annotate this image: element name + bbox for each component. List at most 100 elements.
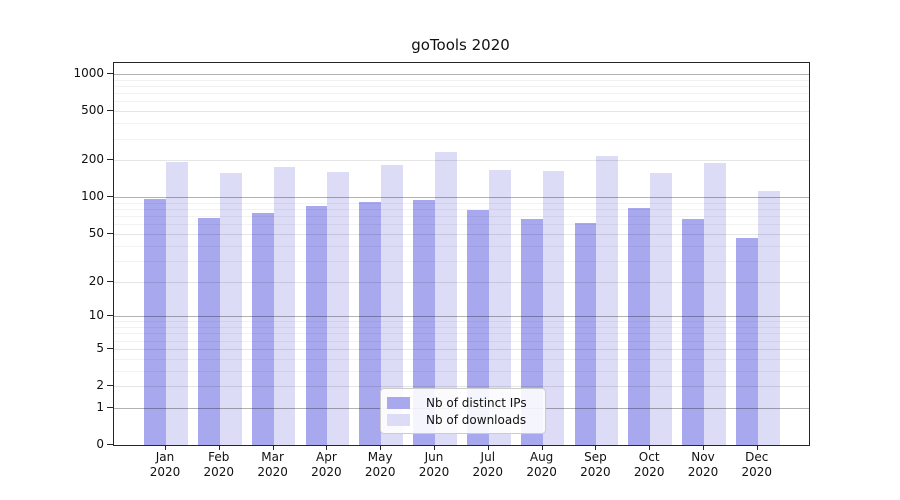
gridline: [114, 321, 809, 323]
gridline: [114, 138, 809, 140]
y-tick-label: 50: [88, 225, 104, 240]
y-tick-mark: [107, 347, 113, 349]
y-tick-label: 500: [81, 103, 104, 118]
gridline: [114, 245, 809, 247]
bar-downloads: [542, 170, 565, 445]
legend-swatch: [387, 396, 410, 409]
y-tick-label: 20: [88, 273, 104, 288]
bar-downloads: [273, 167, 296, 445]
bar-distinct-ips: [305, 206, 328, 445]
gridline: [114, 209, 809, 210]
legend-swatch: [387, 413, 410, 426]
gridline: [114, 281, 809, 283]
y-tick-mark: [107, 159, 113, 161]
x-tick-label: Sep 2020: [580, 450, 611, 479]
y-tick-label: 5: [96, 340, 104, 355]
gridline: [114, 202, 809, 204]
gridline: [114, 79, 809, 81]
plot-area: [113, 62, 810, 446]
bar-downloads: [435, 152, 457, 445]
gridline: [114, 101, 809, 103]
bar-downloads: [327, 171, 350, 445]
x-tick-label: Nov 2020: [687, 450, 719, 479]
gridline: [114, 233, 809, 235]
bar-downloads: [219, 173, 242, 445]
gridline: [114, 358, 809, 360]
gridline: [114, 160, 809, 162]
x-tick-mark: [595, 446, 597, 450]
x-tick-mark: [218, 446, 220, 450]
gridline: [114, 224, 809, 226]
x-tick-mark: [541, 446, 543, 450]
gridline: [114, 86, 809, 87]
x-tick-label: Dec 2020: [741, 450, 773, 479]
bar-downloads: [757, 191, 780, 445]
x-tick-label: Mar 2020: [257, 450, 288, 479]
legend-label: Nb of downloads: [426, 412, 527, 427]
bar-distinct-ips: [682, 219, 704, 445]
legend-item-distinct-ips: Nb of distinct IPs: [387, 396, 537, 410]
y-tick-label: 10: [88, 308, 104, 323]
y-tick-mark: [107, 232, 113, 234]
gridline: [114, 333, 809, 335]
bar-downloads: [166, 162, 188, 445]
bar-distinct-ips: [359, 202, 382, 445]
x-tick-mark: [434, 446, 435, 450]
y-tick-mark: [107, 444, 113, 445]
y-tick-label: 100: [81, 189, 104, 204]
x-tick-label: Apr 2020: [311, 450, 342, 479]
x-tick-label: Jul 2020: [472, 450, 504, 479]
y-tick-mark: [107, 385, 113, 386]
x-tick-label: Aug 2020: [526, 450, 557, 479]
x-tick-mark: [326, 446, 328, 450]
gridline: [114, 340, 809, 342]
bar-distinct-ips: [413, 199, 435, 445]
x-tick-mark: [272, 446, 274, 450]
gridline: [114, 123, 809, 125]
x-tick-mark: [649, 446, 651, 450]
bar-distinct-ips: [144, 198, 166, 445]
gridline: [114, 260, 809, 262]
bar-distinct-ips: [467, 210, 489, 445]
y-tick-mark: [107, 280, 113, 282]
x-tick-label: Oct 2020: [633, 450, 665, 479]
gridline: [114, 111, 809, 113]
x-tick-mark: [756, 446, 758, 450]
bar-downloads: [704, 163, 726, 445]
y-tick-mark: [107, 110, 113, 112]
bar-downloads: [650, 172, 672, 445]
x-tick-label: Feb 2020: [203, 450, 235, 479]
bar-distinct-ips: [736, 238, 758, 445]
gridline: [114, 93, 809, 95]
x-tick-mark: [165, 446, 166, 450]
bar-distinct-ips: [198, 218, 220, 445]
y-tick-mark: [107, 73, 113, 74]
bar-distinct-ips: [628, 207, 651, 445]
y-tick-mark: [107, 406, 113, 408]
y-tick-label: 2: [96, 378, 104, 392]
y-tick-label: 1: [96, 399, 104, 414]
bar-downloads: [596, 155, 619, 445]
bar-distinct-ips: [251, 213, 274, 445]
gridline: [114, 74, 809, 75]
gridline: [114, 348, 809, 350]
y-tick-mark: [107, 315, 113, 317]
legend-item-downloads: Nb of downloads: [387, 413, 537, 427]
gridline: [114, 316, 809, 318]
y-tick-label: 0: [96, 437, 104, 451]
x-tick-label: Jan 2020: [149, 450, 181, 479]
x-tick-label: May 2020: [364, 450, 396, 479]
x-tick-mark: [703, 446, 704, 450]
x-tick-mark: [380, 446, 382, 450]
y-tick-label: 200: [81, 152, 104, 167]
x-tick-mark: [487, 446, 489, 450]
bar-distinct-ips: [574, 223, 597, 445]
x-tick-label: Jun 2020: [418, 450, 450, 479]
legend: Nb of distinct IPs Nb of downloads: [380, 388, 546, 434]
legend-label: Nb of distinct IPs: [426, 395, 527, 410]
gridline: [114, 216, 809, 218]
gridline: [114, 197, 809, 199]
y-tick-label: 1000: [73, 66, 104, 80]
gridline: [114, 386, 809, 387]
